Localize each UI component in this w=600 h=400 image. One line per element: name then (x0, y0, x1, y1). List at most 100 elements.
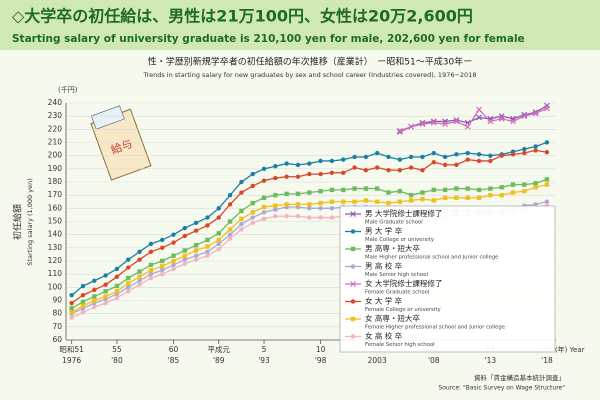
legend-label-en: Female College or university (365, 307, 441, 313)
point (227, 227, 233, 232)
y-tick-label: 150 (48, 217, 63, 226)
point (533, 185, 538, 190)
point (386, 190, 391, 195)
series (69, 177, 550, 311)
point (488, 153, 493, 158)
point (114, 283, 120, 289)
point (532, 110, 539, 117)
point (386, 154, 391, 160)
point (137, 269, 142, 274)
point (193, 248, 199, 253)
legend-label: 男 高専・短大卒 (365, 243, 420, 253)
point (533, 144, 538, 149)
point (137, 249, 142, 254)
x-tick-label-western: '89 (213, 356, 225, 365)
point (465, 150, 470, 156)
y-tick-label: 230 (48, 111, 63, 120)
point (521, 113, 528, 120)
legend-label-en: Male Senior high school (365, 272, 428, 278)
point (261, 195, 267, 200)
point (488, 158, 493, 164)
point (363, 186, 369, 191)
point (476, 106, 482, 113)
point (341, 157, 346, 162)
point (544, 140, 550, 145)
point (329, 170, 335, 175)
point (420, 196, 425, 202)
point (510, 152, 516, 157)
y-tick-label: 190 (48, 164, 63, 173)
point (80, 303, 86, 308)
point (544, 182, 550, 187)
point (159, 268, 165, 273)
point (352, 186, 357, 191)
point (533, 181, 538, 186)
point (350, 299, 356, 304)
pay-envelope: 給与 (90, 105, 152, 181)
x-tick-label-western: '08 (428, 356, 440, 365)
point (363, 154, 369, 160)
y-tick-label: 60 (52, 335, 62, 344)
point (397, 167, 403, 173)
point (137, 278, 142, 283)
point (352, 199, 357, 204)
point (408, 165, 414, 170)
point (350, 211, 356, 217)
point (522, 146, 527, 152)
point (295, 174, 301, 179)
header-band (0, 0, 600, 50)
point (419, 121, 426, 127)
point (442, 187, 448, 193)
point (182, 261, 188, 266)
x-tick-label: 55 (112, 345, 122, 354)
point (69, 293, 74, 298)
point (442, 154, 448, 160)
point (430, 119, 437, 126)
point (69, 310, 74, 315)
chart-title: 性・学歴別新規学卒者の初任給額の年次推移（産業計） ー昭和51～平成30年ー (148, 56, 472, 68)
point (295, 162, 301, 168)
x-tick-label-western: '98 (315, 356, 327, 365)
point (408, 192, 414, 198)
point (261, 178, 267, 183)
point (250, 171, 255, 177)
point (363, 167, 369, 173)
point (307, 190, 312, 195)
point (193, 228, 199, 233)
point (284, 202, 289, 207)
point (350, 246, 356, 252)
point (454, 152, 459, 157)
point (454, 186, 459, 191)
y-tick-label: 130 (48, 243, 63, 252)
point (329, 187, 335, 193)
y-tick-label: 100 (48, 282, 63, 291)
point (103, 289, 108, 294)
point (92, 304, 97, 310)
point (69, 300, 74, 306)
legend-label-en: Female Graduate school (365, 290, 429, 296)
point (239, 221, 244, 227)
point (341, 187, 346, 193)
point (261, 210, 267, 215)
y-axis-label-en: Starting salary (1,000 yen) (26, 178, 34, 265)
point (510, 190, 516, 195)
point (114, 274, 120, 279)
point (171, 258, 176, 264)
point (442, 195, 448, 200)
y-tick-label: 210 (48, 138, 63, 147)
point (250, 215, 255, 220)
point (114, 295, 120, 301)
point (431, 150, 436, 156)
point (454, 162, 459, 168)
point (284, 174, 289, 179)
series-line (399, 107, 548, 132)
point (318, 215, 323, 220)
point (69, 315, 74, 320)
point (182, 253, 188, 258)
point (273, 192, 278, 198)
point (182, 248, 188, 253)
y-axis-label: 初任給額 (12, 204, 24, 240)
y-tick-label: 240 (48, 98, 63, 107)
legend-box (339, 205, 556, 353)
legend-label: 男 大 学 卒 (365, 226, 403, 236)
